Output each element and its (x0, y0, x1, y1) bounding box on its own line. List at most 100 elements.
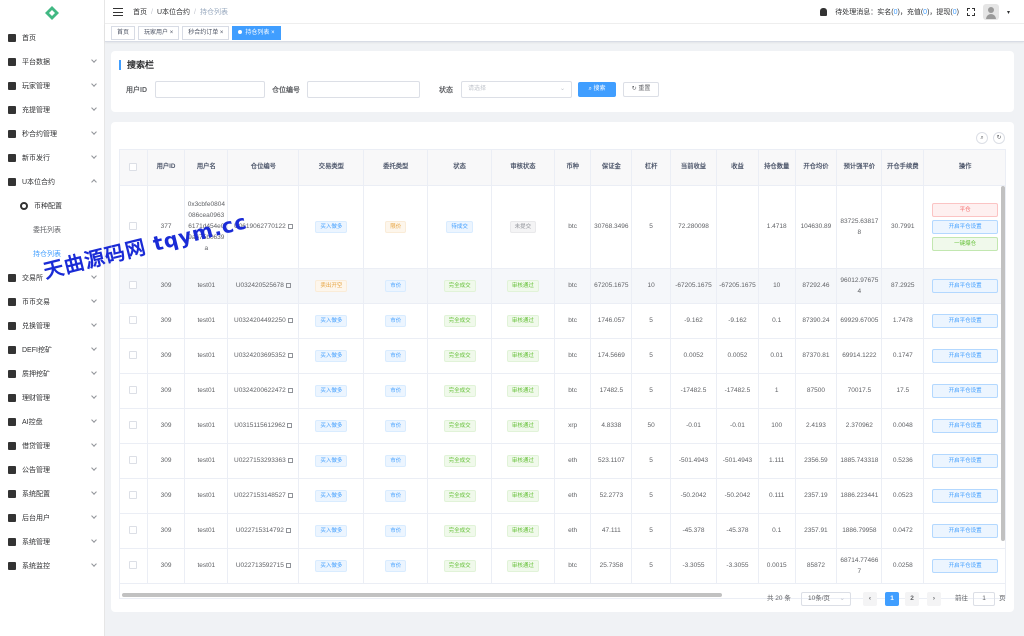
row-checkbox[interactable] (129, 456, 138, 465)
close-settings-button[interactable]: 开启平仓设置 (932, 488, 999, 503)
row-checkbox[interactable] (129, 351, 138, 360)
sidebar-item-15[interactable]: 理财管理 (0, 386, 104, 410)
table-row[interactable]: 309 test01 U0324203695352 买入做多 市价 完全成交 审核通过 btc… (120, 338, 1005, 374)
table-row[interactable]: 377 0x3cbfe0804086cea09636171d454e09a675b… (120, 185, 1005, 269)
sidebar-item-14[interactable]: 质押挖矿 (0, 362, 104, 386)
pending-messages[interactable]: 待处理消息：实名(0)，充值(0)，提现(0) (835, 7, 959, 17)
close-settings-button[interactable]: 开启平仓设置 (932, 383, 999, 398)
table-row[interactable]: 309 test01 U0324204492250 买入做多 市价 完全成交 审核通过 btc… (120, 303, 1005, 339)
copy-icon[interactable] (285, 527, 291, 533)
breadcrumb-item[interactable]: 首页 (133, 8, 147, 16)
sidebar-item-8[interactable]: 委托列表 (0, 218, 104, 242)
tag-contract-orders[interactable]: 秒合约订单 × (182, 25, 230, 40)
copy-icon[interactable] (287, 223, 293, 229)
table-row[interactable]: 309 test01 U022713592715 买入做多 市价 完全成交 审核通过 btc 2… (120, 548, 1005, 584)
position-no-input[interactable] (307, 81, 420, 98)
page-size-select[interactable]: 10条/页 ⌄ (801, 592, 851, 606)
table-row[interactable]: 309 test01 U0227153148527 买入做多 市价 完全成交 审核通过 eth… (120, 478, 1005, 514)
user-id-input[interactable] (155, 81, 265, 98)
row-checkbox[interactable] (129, 222, 138, 231)
close-settings-button[interactable]: 开启平仓设置 (932, 418, 999, 433)
sidebar-item-12[interactable]: 兑换管理 (0, 314, 104, 338)
copy-icon[interactable] (287, 387, 293, 393)
close-icon[interactable]: × (219, 29, 224, 36)
tag-players[interactable]: 玩家用户 × (138, 25, 180, 40)
close-settings-button[interactable]: 开启平仓设置 (932, 313, 999, 328)
close-settings-button[interactable]: 开启平仓设置 (932, 453, 999, 468)
table-row[interactable]: 309 test01 U0315115612962 买入做多 市价 完全成交 审核通过 xrp… (120, 408, 1005, 444)
page-button[interactable]: 1 (885, 592, 899, 606)
table-row[interactable]: 309 test01 U0324200622472 买入做多 市价 完全成交 审核通过 btc… (120, 373, 1005, 409)
sidebar-item-20[interactable]: 后台用户 (0, 506, 104, 530)
copy-icon[interactable] (287, 422, 293, 428)
sidebar-item-10[interactable]: 交易所 (0, 266, 104, 290)
copy-icon[interactable] (285, 562, 291, 568)
tag-home[interactable]: 首页 (111, 25, 136, 40)
search-button[interactable]: ⌕ 搜索 (578, 82, 616, 97)
sidebar-item-6[interactable]: U本位合约 (0, 170, 104, 194)
search-toggle-icon[interactable]: ⌕ (976, 132, 988, 144)
goto-page-input[interactable]: 1 (973, 592, 995, 606)
close-position-button[interactable]: 平仓 (932, 202, 999, 217)
sidebar-item-4[interactable]: 秒合约管理 (0, 122, 104, 146)
reset-button[interactable]: ↻ 重置 (623, 82, 659, 97)
row-checkbox[interactable] (129, 526, 138, 535)
table-row[interactable]: 309 test01 U032420525678 卖出开空 市价 完全成交 审核通过 btc 6… (120, 268, 1005, 304)
close-settings-button[interactable]: 开启平仓设置 (932, 558, 999, 573)
copy-icon[interactable] (287, 492, 293, 498)
tags-view: 首页 玩家用户 × 秒合约订单 × 持仓列表 × (105, 24, 1024, 42)
copy-icon[interactable] (287, 457, 293, 463)
vertical-scrollbar[interactable] (1001, 186, 1005, 541)
close-settings-button[interactable]: 开启平仓设置 (932, 278, 999, 293)
liquidation-price: 1885.743318 (840, 457, 879, 464)
quantity: 0.111 (769, 492, 785, 499)
row-checkbox[interactable] (129, 491, 138, 500)
row-checkbox[interactable] (129, 421, 138, 430)
sidebar-item-0[interactable]: 首页 (0, 26, 104, 50)
sidebar-item-5[interactable]: 新币发行 (0, 146, 104, 170)
breadcrumb-item[interactable]: U本位合约 (156, 8, 191, 16)
row-checkbox[interactable] (129, 316, 138, 325)
fullscreen-icon[interactable] (966, 8, 975, 16)
sidebar-item-17[interactable]: 借贷管理 (0, 434, 104, 458)
close-icon[interactable]: × (271, 29, 275, 36)
copy-icon[interactable] (287, 317, 293, 323)
copy-icon[interactable] (285, 282, 291, 288)
copy-icon[interactable] (287, 352, 293, 358)
horizontal-scrollbar[interactable] (122, 593, 722, 597)
sidebar-item-1[interactable]: 平台数据 (0, 50, 104, 74)
close-settings-button[interactable]: 开启平仓设置 (932, 523, 999, 538)
select-all-checkbox[interactable] (129, 162, 138, 171)
bell-icon[interactable] (820, 8, 828, 16)
one-click-liquidate-button[interactable]: 一键爆仓 (932, 236, 999, 251)
close-icon[interactable]: × (169, 29, 174, 36)
sidebar-item-18[interactable]: 公告管理 (0, 458, 104, 482)
close-settings-button[interactable]: 开启平仓设置 (932, 219, 999, 234)
sidebar-item-7[interactable]: 币种配置 (0, 194, 104, 218)
sidebar-item-11[interactable]: 币币交易 (0, 290, 104, 314)
row-checkbox[interactable] (129, 281, 138, 290)
sidebar-item-16[interactable]: AI控盘 (0, 410, 104, 434)
sidebar-item-19[interactable]: 系统配置 (0, 482, 104, 506)
page-button[interactable]: 2 (905, 592, 919, 606)
row-checkbox[interactable] (129, 386, 138, 395)
sidebar-item-2[interactable]: 玩家管理 (0, 74, 104, 98)
status-select[interactable]: 请选择 ⌄ (461, 81, 572, 98)
sidebar-item-13[interactable]: DEFI挖矿 (0, 338, 104, 362)
next-page-button[interactable]: › (927, 592, 941, 606)
prev-page-button[interactable]: ‹ (863, 592, 877, 606)
refresh-icon[interactable]: ↻ (993, 132, 1005, 144)
chevron-down-icon[interactable]: ▾ (1006, 9, 1010, 16)
leverage: 5 (649, 223, 653, 230)
row-checkbox[interactable] (129, 561, 138, 570)
sidebar-item-3[interactable]: 充提管理 (0, 98, 104, 122)
avatar[interactable] (982, 4, 999, 20)
table-row[interactable]: 309 test01 U0227153293363 买入做多 市价 完全成交 审核通过 eth… (120, 443, 1005, 479)
sidebar-item-22[interactable]: 系统监控 (0, 554, 104, 578)
hamburger-icon[interactable] (113, 7, 123, 16)
table-row[interactable]: 309 test01 U022715314792 买入做多 市价 完全成交 审核通过 eth 4… (120, 513, 1005, 549)
tag-positions[interactable]: 持仓列表 × (232, 25, 281, 40)
sidebar-item-21[interactable]: 系统管理 (0, 530, 104, 554)
close-settings-button[interactable]: 开启平仓设置 (932, 348, 999, 363)
sidebar-item-9[interactable]: 持仓列表 (0, 242, 104, 266)
